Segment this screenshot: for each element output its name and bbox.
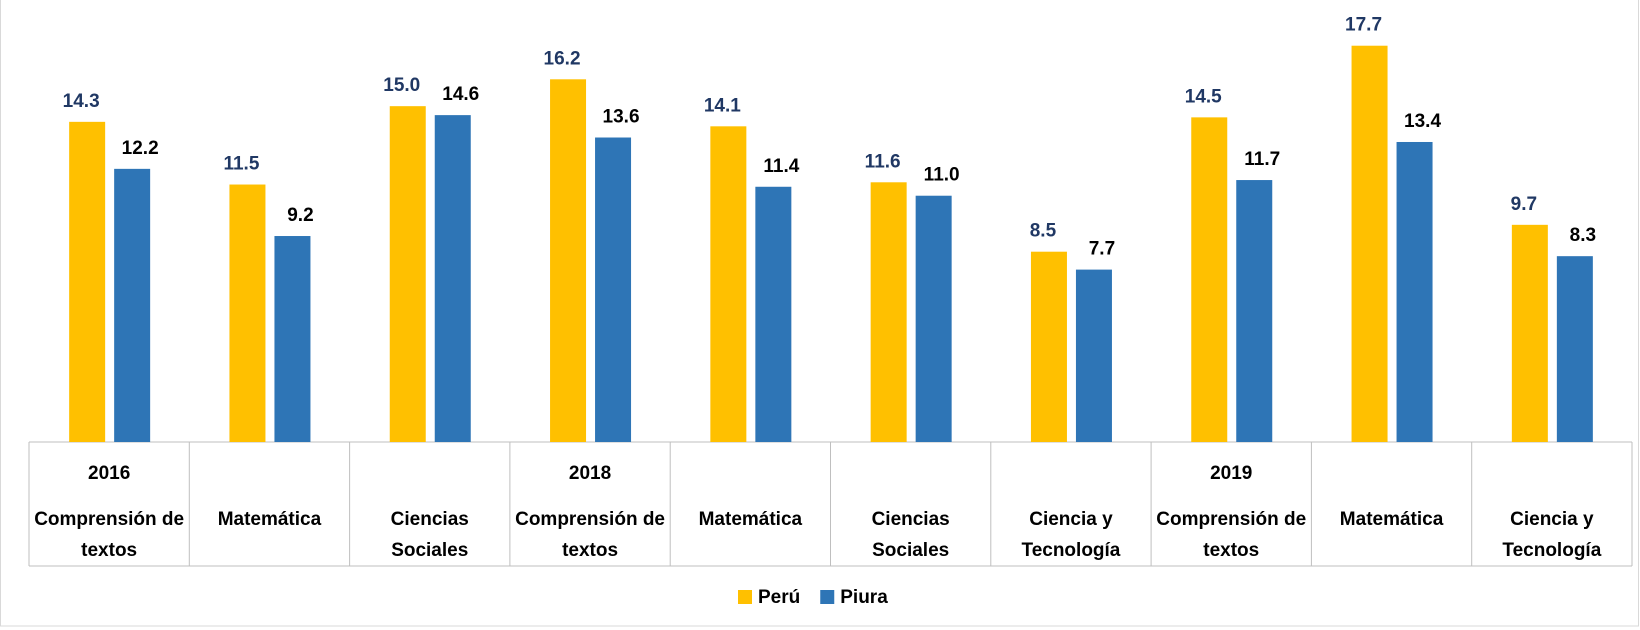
data-label: 7.7 [1089,239,1115,260]
bar [595,137,632,442]
x-tick-label: Matemática [218,509,322,530]
data-label: 16.2 [544,48,581,69]
data-label: 8.3 [1570,225,1596,246]
bar [755,186,792,442]
bar [69,121,106,442]
legend-swatch [738,590,752,604]
bar [915,195,952,442]
year-label: 2016 [88,463,130,484]
bar [274,236,311,442]
data-label: 14.5 [1185,86,1222,107]
bar [389,106,426,443]
x-tick-label: Matemática [1340,509,1444,530]
bar [550,79,587,443]
bar [434,115,471,442]
bar [1511,224,1548,442]
data-label: 13.6 [603,107,640,128]
legend-label: Piura [840,587,888,608]
bar [1191,117,1228,442]
x-tick-label: Comprensión de textos [34,509,184,561]
bar [114,168,151,442]
x-tick-label: Ciencia y Tecnología [1502,509,1601,561]
bar [1030,251,1067,442]
legend-swatch [820,590,835,604]
data-label: 14.1 [704,95,741,116]
bar [1075,269,1112,442]
data-label: 17.7 [1345,15,1382,36]
data-label: 14.6 [442,84,479,105]
data-label: 11.6 [865,151,901,172]
bar [1396,141,1433,442]
data-label: 14.3 [63,91,100,112]
data-label: 11.5 [223,154,259,175]
bar [229,184,266,442]
bar [1236,180,1273,443]
bar [870,182,907,443]
year-label: 2019 [1210,463,1252,484]
x-tick-label: Matemática [699,509,803,530]
legend-label: Perú [758,587,800,608]
bar [710,126,747,443]
year-label: 2018 [569,463,611,484]
data-label: 9.7 [1511,194,1537,215]
data-label: 15.0 [383,75,420,96]
x-tick-label: Ciencias Sociales [872,509,950,561]
data-label: 12.2 [122,138,159,159]
bar [1556,256,1593,442]
x-tick-label: Comprensión de textos [515,509,665,561]
bar [1351,45,1388,442]
x-tick-label: Ciencia y Tecnología [1022,509,1121,561]
data-label: 11.7 [1244,149,1280,170]
data-label: 11.0 [924,165,960,186]
data-label: 8.5 [1030,221,1057,242]
x-tick-label: Comprensión de textos [1156,509,1306,561]
data-label: 13.4 [1404,111,1441,132]
data-label: 9.2 [287,205,313,226]
x-tick-label: Ciencias Sociales [391,509,469,561]
data-label: 11.4 [763,156,799,177]
